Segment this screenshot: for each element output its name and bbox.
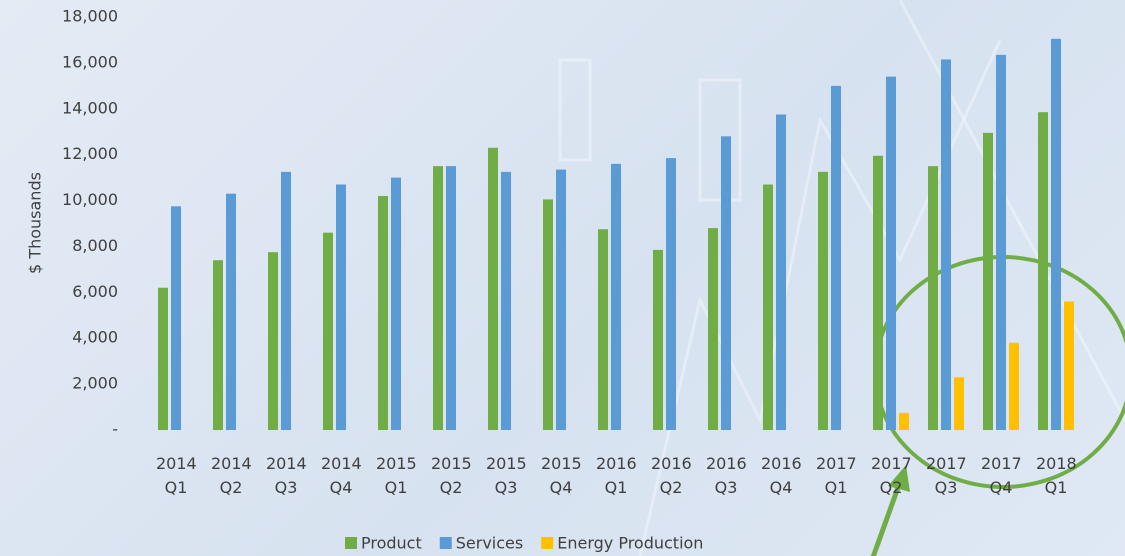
bar [721,136,731,430]
bar [598,229,608,430]
x-tick-label: 2014 Q3 [266,452,306,500]
bar [433,166,443,430]
x-tick-label: 2015 Q1 [376,452,416,500]
x-tick-label: 2016 Q4 [761,452,801,500]
bar [391,178,401,430]
bar [323,233,333,430]
bar [666,158,676,430]
legend-label: Energy Production [557,534,703,553]
bar [226,194,236,430]
bar [653,250,663,430]
x-tick-label: 2018 Q1 [1036,452,1076,500]
bar [1009,343,1019,430]
bar [996,55,1006,430]
y-tick-label: 10,000 [62,190,118,209]
x-tick-label: 2016 Q1 [596,452,636,500]
bar [378,196,388,430]
legend-label: Services [456,534,523,553]
chart-container: $ Thousands - 2,000 4,000 6,000 8,000 10,000 1… [0,0,1125,556]
bar [763,184,773,430]
x-tick-label: 2014 Q4 [321,452,361,500]
bar [873,156,883,430]
y-tick-label: 12,000 [62,144,118,163]
bar [899,413,909,430]
bar [954,377,964,430]
bar [928,166,938,430]
x-tick-label: 2017 Q3 [926,452,966,500]
x-tick-label: 2016 Q3 [706,452,746,500]
bar [776,115,786,430]
bar [886,77,896,430]
bar [941,59,951,430]
x-tick-label: 2015 Q3 [486,452,526,500]
bar [556,170,566,430]
x-tick-label: 2017 Q4 [981,452,1021,500]
x-tick-label: 2014 Q1 [156,452,196,500]
x-tick-label: 2017 Q1 [816,452,856,500]
y-tick-label: 16,000 [62,52,118,71]
bar [708,228,718,430]
y-tick-label: 8,000 [72,236,118,255]
bar [488,148,498,430]
bar [831,86,841,430]
y-tick-label: 2,000 [72,374,118,393]
bar [1064,302,1074,430]
y-axis-label: $ Thousands [26,172,45,274]
bar [213,260,223,430]
y-tick-label: 14,000 [62,98,118,117]
x-tick-label: 2015 Q4 [541,452,581,500]
bar [158,288,168,430]
bar [818,172,828,430]
x-tick-label: 2014 Q2 [211,452,251,500]
bar [171,206,181,430]
y-tick-label: 18,000 [62,7,118,26]
bar [501,172,511,430]
bar [1038,112,1048,430]
legend-swatch [345,537,357,549]
bar [281,172,291,430]
legend-swatch [440,537,452,549]
y-tick-label: - [112,420,118,439]
legend-label: Product [361,534,422,553]
x-tick-label: 2015 Q2 [431,452,471,500]
y-tick-label: 4,000 [72,328,118,347]
x-tick-label: 2017 Q2 [871,452,911,500]
legend-swatch [541,537,553,549]
x-tick-label: 2016 Q2 [651,452,691,500]
bar [543,199,553,430]
bar [983,133,993,430]
bar [446,166,456,430]
bar [336,184,346,430]
y-tick-label: 6,000 [72,282,118,301]
bar [1051,39,1061,430]
bar [268,252,278,430]
bar [611,164,621,430]
